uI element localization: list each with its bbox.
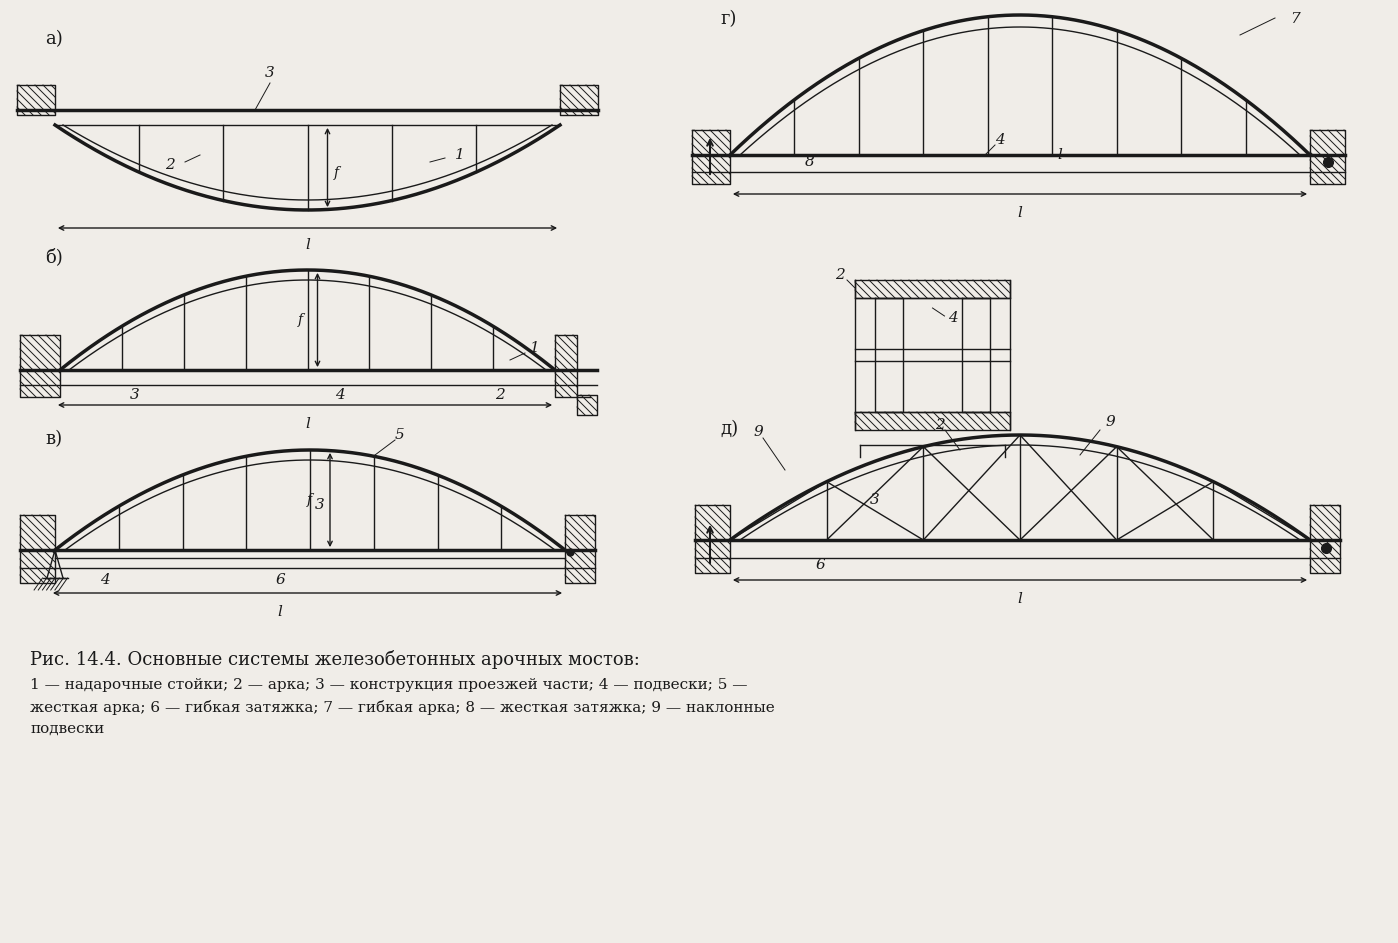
Text: l: l [1018,592,1022,606]
Text: 9: 9 [1106,415,1114,429]
Text: 1: 1 [530,341,540,355]
Text: f: f [334,166,338,179]
Text: б): б) [45,248,63,266]
Text: f: f [308,493,312,507]
Text: жесткая арка; 6 — гибкая затяжка; 7 — гибкая арка; 8 — жесткая затяжка; 9 — накл: жесткая арка; 6 — гибкая затяжка; 7 — ги… [29,700,774,715]
Text: 3: 3 [870,493,879,507]
Text: г): г) [720,10,737,28]
Text: l: l [305,417,310,431]
Text: д): д) [720,420,738,438]
Text: f: f [298,313,302,327]
Text: l: l [1057,148,1062,162]
Text: 3: 3 [315,498,324,512]
Text: 9: 9 [754,425,763,439]
Text: а): а) [45,30,63,48]
Text: 2: 2 [495,388,505,402]
Text: l: l [1018,206,1022,220]
Text: 3: 3 [266,66,275,80]
Text: 1 — надарочные стойки; 2 — арка; 3 — конструкция проезжей части; 4 — подвески; 5: 1 — надарочные стойки; 2 — арка; 3 — кон… [29,678,748,692]
Text: 1: 1 [456,148,466,162]
Text: l: l [278,605,282,619]
Text: 4: 4 [336,388,345,402]
Text: 4: 4 [948,311,958,325]
Text: 3: 3 [130,388,140,402]
Text: 7: 7 [1290,12,1300,26]
Text: 6: 6 [275,573,285,587]
Text: 8: 8 [805,155,815,169]
Text: подвески: подвески [29,722,105,736]
Text: l: l [305,238,310,252]
Text: 2: 2 [935,418,945,432]
Text: 4: 4 [995,133,1005,147]
Text: в): в) [45,430,62,448]
Text: Рис. 14.4. Основные системы железобетонных арочных мостов:: Рис. 14.4. Основные системы железобетонн… [29,650,640,669]
Text: 2: 2 [835,268,844,282]
Text: 2: 2 [165,158,175,172]
Text: 6: 6 [815,558,825,572]
Text: 5: 5 [396,428,405,442]
Text: 4: 4 [101,573,110,587]
